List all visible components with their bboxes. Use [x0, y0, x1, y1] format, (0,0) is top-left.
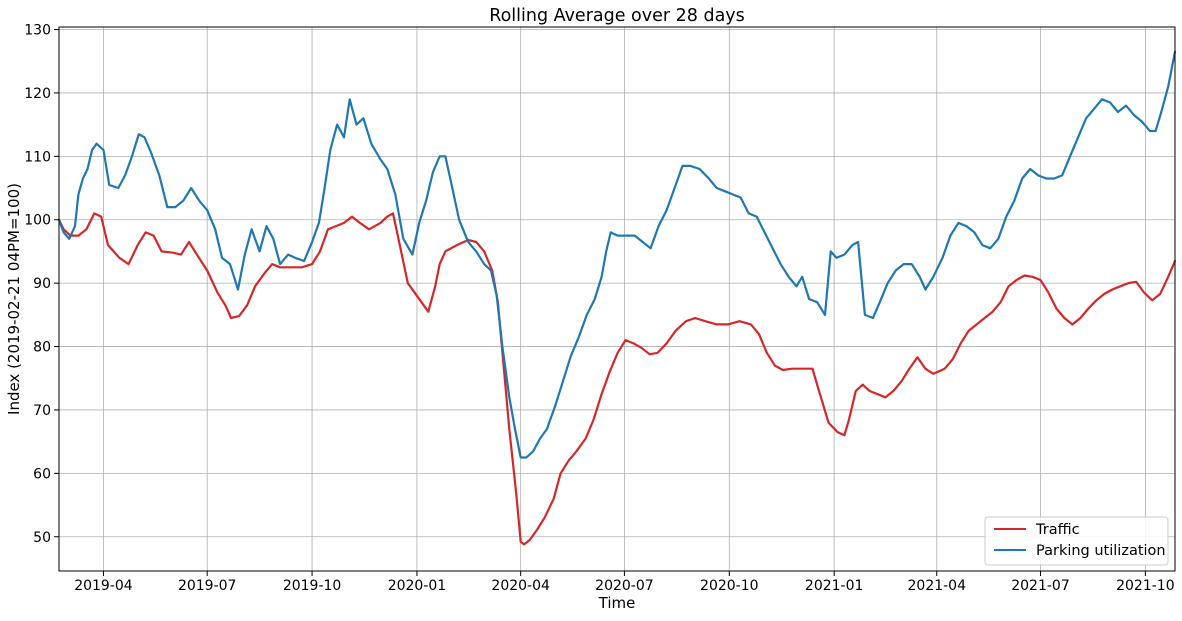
series-lines — [57, 50, 1177, 546]
y-tick-label: 90 — [33, 276, 51, 292]
y-tick-label: 60 — [33, 466, 51, 482]
x-tick-label: 2020-10 — [700, 578, 759, 594]
legend-label-traffic: Traffic — [1035, 522, 1080, 538]
x-tick-label: 2021-04 — [908, 578, 967, 594]
y-tick-label: 130 — [24, 23, 51, 39]
y-tick-label: 100 — [24, 213, 51, 229]
y-tick-label: 110 — [24, 149, 51, 165]
y-tick-label: 50 — [33, 530, 51, 546]
y-tick-label: 70 — [33, 403, 51, 419]
x-tick-label: 2020-04 — [491, 578, 550, 594]
chart-title: Rolling Average over 28 days — [489, 6, 745, 26]
legend: Traffic Parking utilization — [984, 516, 1169, 566]
y-tick-label: 120 — [24, 86, 51, 102]
x-tick-label: 2020-07 — [595, 578, 654, 594]
x-tick-label: 2021-01 — [805, 578, 864, 594]
legend-box — [984, 516, 1169, 566]
x-tick-label: 2019-04 — [74, 578, 133, 594]
x-tick-label: 2020-01 — [388, 578, 447, 594]
series-line-traffic — [57, 212, 1177, 546]
y-tick-label: 80 — [33, 340, 51, 356]
series-line-parking-utilization — [57, 50, 1177, 459]
x-tick-label: 2019-10 — [283, 578, 342, 594]
axis-ticks: 2019-04 2019-07 2019-10 2020-01 2020-04 2020-… — [24, 23, 1174, 594]
x-axis-title: Time — [598, 594, 636, 612]
y-axis-title: Index (2019-02-21 04PM=100) — [5, 183, 23, 415]
plot-frame — [58, 26, 1176, 572]
grid — [59, 27, 1175, 571]
legend-label-parking-utilization: Parking utilization — [1036, 543, 1166, 559]
x-tick-label: 2021-10 — [1116, 578, 1175, 594]
x-tick-label: 2019-07 — [178, 578, 237, 594]
x-tick-label: 2021-07 — [1011, 578, 1070, 594]
